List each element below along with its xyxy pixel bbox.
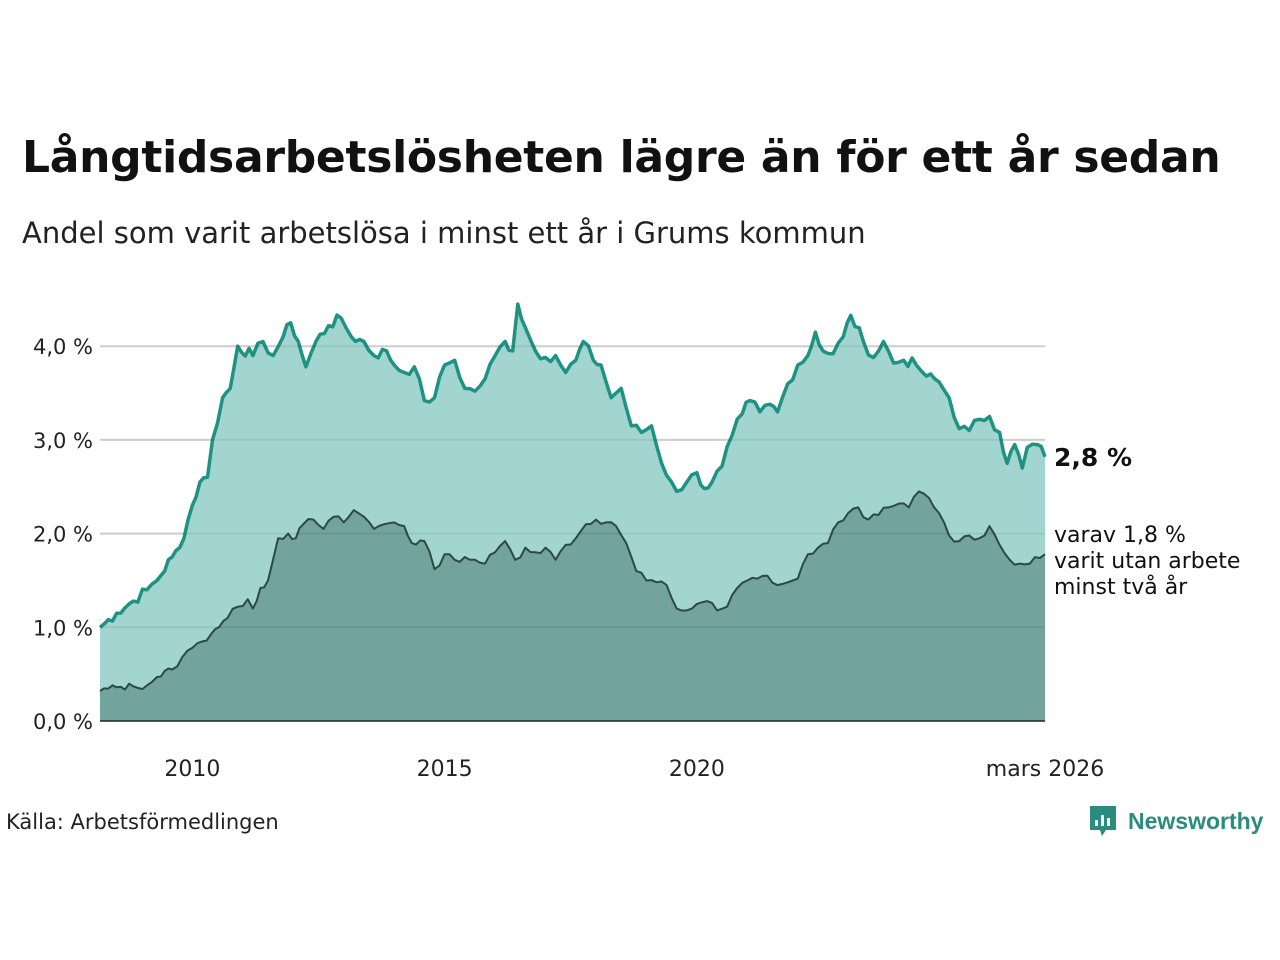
source-note: Källa: Arbetsförmedlingen <box>6 810 279 834</box>
x-tick-label: mars 2026 <box>986 757 1104 782</box>
y-tick-label: 1,0 % <box>33 616 93 640</box>
newsworthy-logo-icon <box>1090 806 1116 836</box>
axes: 0,0 % 1,0 % 2,0 % 3,0 % 4,0 % 2010 2015 2020 mar… <box>33 335 1104 782</box>
end-label-total: 2,8 % <box>1054 443 1132 472</box>
y-tick-label: 4,0 % <box>33 335 93 359</box>
chart-subtitle: Andel som varit arbetslösa i minst ett å… <box>22 216 866 250</box>
series-areas <box>98 302 1047 721</box>
end-label-two-years-line: varit utan arbete <box>1054 549 1240 574</box>
end-label-two-years-line: minst två år <box>1054 574 1188 600</box>
series-line-two-years <box>99 490 1046 692</box>
series-area-two-years <box>100 491 1045 721</box>
brand-logo[interactable]: Newsworthy <box>1088 804 1263 838</box>
end-label-two-years-line: varav 1,8 % <box>1054 523 1186 548</box>
chart-title: Långtidsarbetslösheten lägre än för ett … <box>22 132 1221 183</box>
y-tick-label: 2,0 % <box>33 523 93 547</box>
x-tick-label: 2020 <box>669 757 725 782</box>
x-tick-label: 2015 <box>417 757 473 782</box>
y-tick-label: 0,0 % <box>33 710 93 734</box>
y-tick-label: 3,0 % <box>33 429 93 453</box>
series-line-total <box>98 302 1047 629</box>
brand-name: Newsworthy <box>1128 807 1264 834</box>
x-tick-label: 2010 <box>164 757 220 782</box>
